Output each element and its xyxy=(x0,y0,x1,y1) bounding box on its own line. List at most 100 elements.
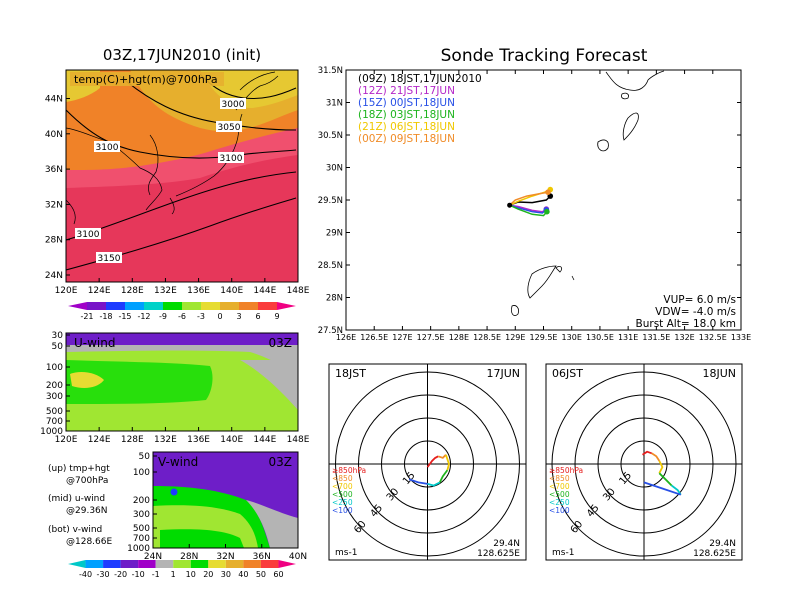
landing-point xyxy=(544,208,550,215)
colorbar-tick-label: -30 xyxy=(97,570,110,579)
u-wind-time: 03Z xyxy=(269,336,293,350)
u-wind-label: U-wind xyxy=(74,336,115,350)
x-tick-label: 124E xyxy=(88,435,111,445)
temperature-colorbar: -21 -18 -15 -12 -9 -6 -3 0 3 6 9 xyxy=(68,302,296,321)
hodograph-trace xyxy=(658,472,673,487)
tracking-coastlines xyxy=(511,70,665,316)
x-tick-label: 128E xyxy=(121,286,144,296)
x-tick-label: 133E xyxy=(731,333,751,342)
level-legend-entry: <250 xyxy=(332,498,353,507)
colorbar-swatch xyxy=(68,302,87,310)
x-tick-label: 120E xyxy=(55,286,78,296)
colorbar-swatch xyxy=(201,302,220,310)
y-tick-label: 31N xyxy=(326,99,343,109)
legend-entry: (09Z) 18JST,17JUN2010 xyxy=(358,73,482,85)
note-bot-line1: (bot) v-wind xyxy=(48,525,102,535)
x-tick-label: 144E xyxy=(253,435,276,445)
legend-entry: (12Z) 21JST,17JUN xyxy=(358,85,455,97)
hodograph-trace xyxy=(641,450,652,456)
tracking-parameters: VUP= 6.0 m/s VDW= -4.0 m/s Burst Alt= 18… xyxy=(636,294,736,330)
x-tick-label: 120E xyxy=(55,435,78,445)
x-tick-label: 129E xyxy=(505,333,525,342)
y-tick-label: 700 xyxy=(133,534,150,544)
colorbar-swatch xyxy=(243,560,261,568)
colorbar-swatch xyxy=(173,560,191,568)
x-tick-label: 148E xyxy=(287,435,310,445)
landing-point xyxy=(545,189,551,195)
colorbar-tick-label: 3 xyxy=(236,312,241,321)
colorbar-swatch xyxy=(225,560,244,568)
y-tick-label: 300 xyxy=(133,510,150,520)
map-axes: 120E 124E 128E 132E 136E 140E 144E 148E 24N 28N 32… xyxy=(45,95,310,297)
y-tick-label: 100 xyxy=(46,363,63,373)
x-tick-label: 132.5E xyxy=(699,333,727,342)
hodograph-lon: 128.625E xyxy=(693,549,736,559)
x-tick-label: 130E xyxy=(562,333,582,342)
colorbar-tick-label: -15 xyxy=(118,312,131,321)
hodograph-trace xyxy=(427,481,441,487)
colorbar-swatch xyxy=(87,302,106,310)
contour-labels: 3000 3050 3100 3100 3100 3150 xyxy=(75,98,246,264)
x-tick-label: 32N xyxy=(216,552,234,562)
x-tick-label: 24N xyxy=(144,552,162,562)
y-tick-label: 28.5N xyxy=(318,261,343,271)
x-tick-label: 126.5E xyxy=(360,333,388,342)
hodograph-trace xyxy=(437,454,447,459)
y-tick-label: 50 xyxy=(52,342,64,352)
colorbar-swatch xyxy=(144,302,163,310)
y-tick-label: 1000 xyxy=(127,544,150,554)
trajectory-line xyxy=(509,204,548,217)
hodograph-trace xyxy=(408,478,428,485)
colorbar-swatch xyxy=(277,302,296,310)
colorbar-swatch xyxy=(125,302,144,310)
x-tick-label: 40N xyxy=(289,552,307,562)
y-tick-label: 44N xyxy=(45,95,63,105)
colorbar-tick-label: -9 xyxy=(159,312,167,321)
colorbar-swatch xyxy=(239,302,258,310)
hodograph-time: 18JST xyxy=(335,367,366,380)
v-wind-field xyxy=(153,452,298,548)
x-tick-label: 132E xyxy=(154,286,177,296)
x-tick-label: 128E xyxy=(121,435,144,445)
colorbar-swatch xyxy=(190,560,209,568)
x-tick-label: 124E xyxy=(88,286,111,296)
trajectory-line xyxy=(509,191,549,206)
hodograph-trace xyxy=(426,455,439,468)
x-tick-label: 132E xyxy=(154,435,177,445)
param-vup: VUP= 6.0 m/s xyxy=(663,294,736,306)
contour-label: 3100 xyxy=(220,154,243,164)
contour-label: 3050 xyxy=(218,123,241,133)
y-tick-label: 100 xyxy=(133,468,150,478)
y-tick-label: 32N xyxy=(45,200,63,210)
x-tick-label: 136E xyxy=(187,435,210,445)
colorbar-tick-label: -21 xyxy=(80,312,93,321)
colorbar-swatch xyxy=(138,560,156,568)
colorbar-tick-label: 20 xyxy=(203,570,213,579)
note-up-line2: @700hPa xyxy=(66,476,108,486)
y-tick-label: 1000 xyxy=(40,427,63,437)
x-tick-label: 131.5E xyxy=(642,333,670,342)
colorbar-swatch xyxy=(68,560,86,568)
tracking-legend: (09Z) 18JST,17JUN2010 (12Z) 21JST,17JUN … xyxy=(358,73,482,145)
y-tick-label: 36N xyxy=(45,165,63,175)
colorbar-tick-label: -1 xyxy=(152,570,160,579)
launch-point xyxy=(507,202,513,208)
x-tick-label: 144E xyxy=(253,286,276,296)
tracking-grid: 126E 126.5E 127E 127.5E 128E 128.5E 129E 129.5E… xyxy=(318,66,751,342)
colorbar-swatch xyxy=(106,302,125,310)
u-wind-frame xyxy=(65,332,299,432)
x-tick-label: 127E xyxy=(392,333,412,342)
colorbar-swatch xyxy=(85,560,104,568)
hodograph-lat: 29.4N xyxy=(709,539,736,549)
colorbar-swatch xyxy=(103,560,121,568)
x-tick-label: 130.5E xyxy=(586,333,614,342)
note-bot-line2: @128.66E xyxy=(66,537,112,547)
colorbar-swatch xyxy=(208,560,226,568)
x-tick-label: 127.5E xyxy=(417,333,445,342)
colorbar-tick-label: -6 xyxy=(178,312,186,321)
x-tick-label: 136E xyxy=(187,286,210,296)
v-wind-label: V-wind xyxy=(158,455,198,469)
hodograph-trace xyxy=(671,484,682,496)
